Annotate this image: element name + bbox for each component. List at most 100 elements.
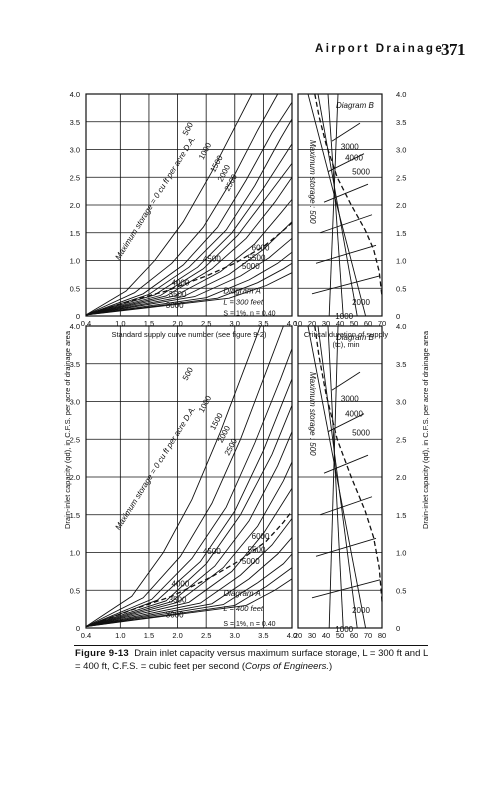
lower-right-chart-storage-line [307,325,367,629]
lower-right-chart-curve-label-2000: 2000 [352,606,370,615]
page-header: Airport Drainage 371 [315,40,466,62]
lower-left-chart-curve-label-1000: 1000 [197,394,214,414]
upper-right-chart-curve-label-5000: 5000 [352,167,370,176]
upper-right-chart-x-tick-label: 40 [336,319,344,328]
lower-right-chart-rate-line [311,579,381,599]
upper-left-chart-curve-label-500: 500 [181,120,195,136]
lower-left-chart-x-tick-label: 1.0 [115,631,125,640]
upper-right-chart-max-storage-label: Maximum storage : 500 [308,140,317,224]
lower-left-chart-y-tick-label: 3.0 [70,398,80,407]
lower-left-chart-curve-label-4000: 4000 [172,579,190,588]
upper-left-chart-x-axis-label: Standard supply curve number (see figure… [111,330,267,339]
lower-right-chart-rate-line [331,371,361,391]
upper-right-chart-curve-label-4000: 4000 [345,154,363,163]
upper-right-chart: 0 0.5 1.0 1.5 2.0 2.5 3.0 3.5 4.0 10 20 30 40 50 60 70 D… [294,90,407,349]
lower-left-chart-x-tick-label: 1.5 [144,631,154,640]
lower-right-chart-y-tick-label: 0.5 [396,586,406,595]
lower-right-chart-x-tick-label: 20 [294,631,302,640]
upper-left-chart-y-tick-label: 0.5 [70,284,80,293]
lower-right-chart-x-tick-label: 30 [308,631,316,640]
upper-left-chart-y-tick-label: 1.5 [70,229,80,238]
upper-left-chart-x-tick-label: 2.0 [172,319,182,328]
lower-left-chart-y-tick-label: 3.5 [70,360,80,369]
lower-right-chart-curve-label-5000: 5000 [352,428,370,437]
upper-left-chart-series-5000 [85,251,293,316]
lower-right-chart-curve-label-1000: 1000 [335,625,353,634]
upper-right-chart-storage-line [327,93,344,317]
lower-right-chart-rate-line [315,537,377,557]
lower-left-chart-y-tick-label: 2.5 [70,435,80,444]
upper-right-chart-y-tick-label: 3.0 [396,146,406,155]
upper-right-chart-rate-line [331,122,361,142]
upper-left-chart-curve-label-6000: 6000 [252,244,270,253]
upper-right-chart-y-tick-label: 2.0 [396,201,406,210]
upper-right-chart-rate-line [323,183,369,203]
upper-left-chart-y-tick-label: 2.5 [70,173,80,182]
lower-right-chart-y-tick-label: 1.0 [396,549,406,558]
upper-left-chart-series-500 [85,93,279,316]
upper-left-chart-series-0 [85,93,253,316]
upper-right-chart-y-tick-label: 0 [396,312,400,321]
upper-right-chart-rate-line [319,214,373,234]
lower-left-chart-series-supply-envelope [85,510,293,628]
upper-left-chart-series-1500 [85,118,293,316]
upper-left-chart-series-4000 [85,221,293,316]
upper-right-chart-y-tick-label: 4.0 [396,90,406,99]
upper-left-chart-max-storage-label: Maximum storage = 0 cu ft per acre D.A. [113,135,197,262]
lower-right-chart-y-tick-label: 0 [396,624,400,633]
upper-right-chart-diagram-title: Diagram B [336,101,374,110]
lower-right-chart-y-tick-label: 1.5 [396,511,406,520]
lower-left-chart-series-1000 [85,348,293,627]
upper-right-chart-curve-label-1000: 1000 [335,312,353,321]
running-head: Airport Drainage [315,43,445,55]
upper-right-chart-y-tick-label: 3.5 [396,118,406,127]
upper-left-chart-x-tick-label: 2.5 [201,319,211,328]
lower-left-chart-series-5500 [85,567,293,627]
upper-left-chart: 00.51.01.52.02.53.03.54.00.4 1.0 1.5 2.0 2.5… [70,90,298,339]
upper-left-chart-y-tick-label: 0 [76,312,80,321]
upper-left-chart-curve-label-5500: 5500 [248,254,266,263]
lower-right-chart-x-tick-label: 70 [364,631,372,640]
upper-left-chart-curve-label-3500: 3500 [169,290,187,299]
lower-left-chart-y-tick-label: 2.0 [70,473,80,482]
lower-right-chart-x-tick-label: 80 [378,631,386,640]
upper-left-chart-x-tick-label: 3.0 [230,319,240,328]
lower-left-chart-series-0 [85,325,261,627]
upper-right-chart-x-tick-label: 20 [308,319,316,328]
lower-left-chart-x-tick-label: 3.5 [258,631,268,640]
figure-caption: Figure 9-13 Drain inlet capacity versus … [75,648,430,673]
upper-left-chart-series-1000 [85,102,293,316]
shared-y-axis-label-right: Drain-inlet capacity (qd), in C.F.S. per… [421,330,430,529]
upper-right-chart-y-tick-label: 0.5 [396,284,406,293]
lower-right-chart-max-storage-label: Maximum storage : 500 [308,372,317,456]
lower-right-chart-y-tick-label: 4.0 [396,322,406,331]
lower-left-chart-curve-label-3000: 3000 [166,610,184,619]
lower-left-chart-curve-label-4500: 4500 [203,547,221,556]
lower-left-chart-x-tick-label: 0.4 [81,631,91,640]
lower-right-chart-storage-line [317,325,358,629]
upper-right-chart-x-tick-label: 30 [322,319,330,328]
lower-right-chart-y-tick-label: 3.0 [396,398,406,407]
upper-left-chart-curve-label-1000: 1000 [197,141,214,161]
lower-left-chart-curve-label-6000: 6000 [252,532,270,541]
upper-left-chart-y-tick-label: 4.0 [70,90,80,99]
lower-right-chart-x-tick-label: 40 [322,631,330,640]
upper-left-chart-y-tick-label: 3.5 [70,118,80,127]
upper-left-chart-curve-label-3000: 3000 [166,301,184,310]
upper-left-chart-series-2500 [85,163,293,316]
lower-right-chart-y-tick-label: 2.0 [396,473,406,482]
lower-left-chart-series-5000 [85,553,293,627]
lower-right-chart-curve-label-4000: 4000 [345,410,363,419]
upper-right-chart-x-tick-label: 70 [378,319,386,328]
caption-source: Corps of Engineers. [245,660,330,672]
upper-right-chart-envelope [314,93,383,297]
lower-left-chart-x-tick-label: 2.0 [172,631,182,640]
upper-right-chart-x-tick-label: 50 [350,319,358,328]
upper-left-chart-diagram-title: Diagram A [223,286,260,295]
upper-left-chart-x-tick-label: 3.5 [258,319,268,328]
lower-right-chart-rate-line [319,496,373,516]
upper-left-chart-length-annotation: L = 300 feet [223,297,264,306]
lower-right-chart-y-tick-label: 3.5 [396,360,406,369]
upper-right-chart-y-tick-label: 2.5 [396,173,406,182]
upper-left-chart-x-tick-label: 1.5 [144,319,154,328]
